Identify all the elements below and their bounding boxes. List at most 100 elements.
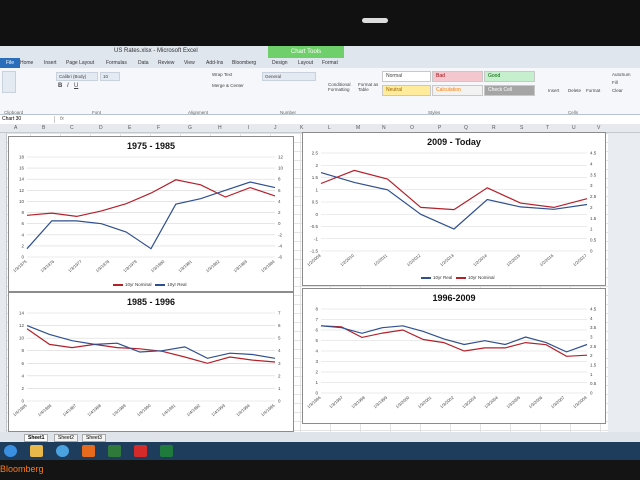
media-player-icon[interactable] [82,445,95,457]
format-cells-button[interactable]: Format [586,88,601,93]
chart-1985-1996[interactable]: 1985 - 1996 14 12 10 8 6 4 2 0 7 6 5 4 3 2 1 0 1/4/1985 1… [8,292,294,432]
chart-2009-today[interactable]: 2009 - Today 2.5 2 1.5 1 0.5 0 -0.5 -1 -1.5 4.5 4 3… [302,132,606,286]
chart-1975-1985[interactable]: 1975 - 1985 18 16 14 12 10 8 6 4 2 0 12 10 8 6 4 2 0 -2 -4… [8,136,294,292]
left-axis-tick-label: 3 [315,359,318,364]
column-header[interactable]: D [99,125,103,131]
monitor-bezel-bottom: Bloomberg [0,460,640,480]
windows-taskbar [0,442,640,460]
column-header[interactable]: A [14,125,18,131]
left-axis-tick-label: 1.5 [312,175,319,180]
right-axis-tick-label: 0 [278,221,281,226]
right-axis-tick-label: 2 [590,205,593,210]
x-axis-tick-label: 1/4/1991 [161,403,177,418]
style-calculation[interactable]: Calculation [432,85,483,96]
excel-taskbar-icon[interactable] [160,445,173,457]
tab-design[interactable]: Design [272,60,288,66]
tab-insert[interactable]: Insert [44,60,57,66]
column-header[interactable]: M [356,125,361,131]
style-good[interactable]: Good [484,71,535,82]
style-normal[interactable]: Normal [382,71,431,82]
tab-bloomberg[interactable]: Bloomberg [232,60,257,66]
chart-1996-2009[interactable]: 1996-2009 8 7 6 5 4 3 2 1 0 4.5 4 3.5 3 2.5 2 1.5 1 0.5 0 1… [302,288,606,424]
column-header[interactable]: L [328,125,331,131]
column-header[interactable]: N [382,125,386,131]
series-line-real [26,181,276,250]
style-bad[interactable]: Bad [432,71,483,82]
tab-file[interactable]: File [0,58,21,68]
number-format-select[interactable]: General [262,72,316,81]
start-button-icon[interactable] [4,445,17,457]
right-axis-tick-label: 1.5 [590,363,597,368]
column-header[interactable]: O [410,125,414,131]
left-axis-tick-label: 8 [315,307,318,312]
tab-format[interactable]: Format [322,60,338,66]
x-axis-tick-label: 1/3/1997 [328,395,344,410]
paste-icon[interactable] [2,71,16,93]
tab-data[interactable]: Data [138,60,149,66]
left-axis-tick-label: 0 [315,212,318,217]
series-line-real [320,325,588,353]
sheet-tab-sheet3[interactable]: Sheet3 [82,434,106,442]
tab-layout[interactable]: Layout [298,60,314,66]
underline-icon[interactable]: U [74,83,79,89]
browser-icon[interactable] [56,445,69,457]
right-axis-tick-label: 3 [590,183,593,188]
series-line-nominal [26,179,276,218]
merge-center-button[interactable]: Merge & Center [212,83,244,88]
fill-button[interactable]: Fill [612,80,618,85]
column-header[interactable]: K [300,125,304,131]
column-header[interactable]: E [128,125,132,131]
x-axis-tick-label: 1/2/2017 [572,253,588,268]
tab-page-layout[interactable]: Page Layout [66,60,95,66]
left-axis-tick-label: 2 [21,386,24,391]
tab-home[interactable]: Home [20,60,34,66]
file-explorer-icon[interactable] [30,445,43,457]
fx-icon[interactable]: fx [60,116,64,122]
format-as-table-button[interactable]: Format as Table [358,82,379,92]
column-header[interactable]: F [157,125,161,131]
wrap-text-button[interactable]: Wrap Text [212,72,233,77]
sheet-tab-sheet1[interactable]: Sheet1 [24,434,49,442]
tab-formulas[interactable]: Formulas [106,60,127,66]
column-header[interactable]: U [572,125,576,131]
column-header[interactable]: P [438,125,442,131]
bold-icon[interactable]: B [58,83,63,89]
column-header[interactable]: H [218,125,222,131]
column-header[interactable]: R [492,125,496,131]
right-axis-tick-label: 2 [278,210,281,215]
delete-cells-button[interactable]: Delete [568,88,582,93]
clear-button[interactable]: Clear [612,88,623,93]
column-header[interactable]: J [274,125,277,131]
tab-add-ins[interactable]: Add-Ins [206,60,224,66]
column-header[interactable]: G [188,125,192,131]
right-axis-tick-label: 4 [278,199,281,204]
insert-cells-button[interactable]: Insert [548,88,560,93]
column-header[interactable]: B [42,125,46,131]
column-header[interactable]: S [520,125,524,131]
right-axis-tick-label: 2.5 [590,194,597,199]
column-header[interactable]: T [546,125,550,131]
tab-view[interactable]: View [184,60,195,66]
monitor-bezel-top [0,0,640,46]
row-headers[interactable] [0,133,7,433]
column-header[interactable]: V [597,125,601,131]
tab-review[interactable]: Review [158,60,175,66]
autosum-button[interactable]: AutoSum [612,72,631,77]
italic-icon[interactable]: I [67,83,69,89]
left-axis-tick-label: 2 [315,370,318,375]
sheet-tab-sheet2[interactable]: Sheet2 [54,434,78,442]
style-check-cell[interactable]: Check Cell [484,85,535,96]
x-axis-tick-label: 1/3/1982 [205,259,221,274]
conditional-formatting-button[interactable]: Conditional Formatting [328,82,351,92]
font-size-select[interactable]: 10 [100,72,120,81]
x-axis-tick-label: 1/3/2007 [550,395,566,410]
column-header[interactable]: I [248,125,250,131]
terminal-app-icon[interactable] [108,445,121,457]
style-neutral[interactable]: Neutral [382,85,431,96]
font-name-select[interactable]: Calibri (Body) [56,72,98,81]
column-header[interactable]: Q [464,125,468,131]
red-app-icon[interactable] [134,445,147,457]
column-header[interactable]: C [70,125,74,131]
name-box[interactable]: Chart 30 [2,116,55,123]
